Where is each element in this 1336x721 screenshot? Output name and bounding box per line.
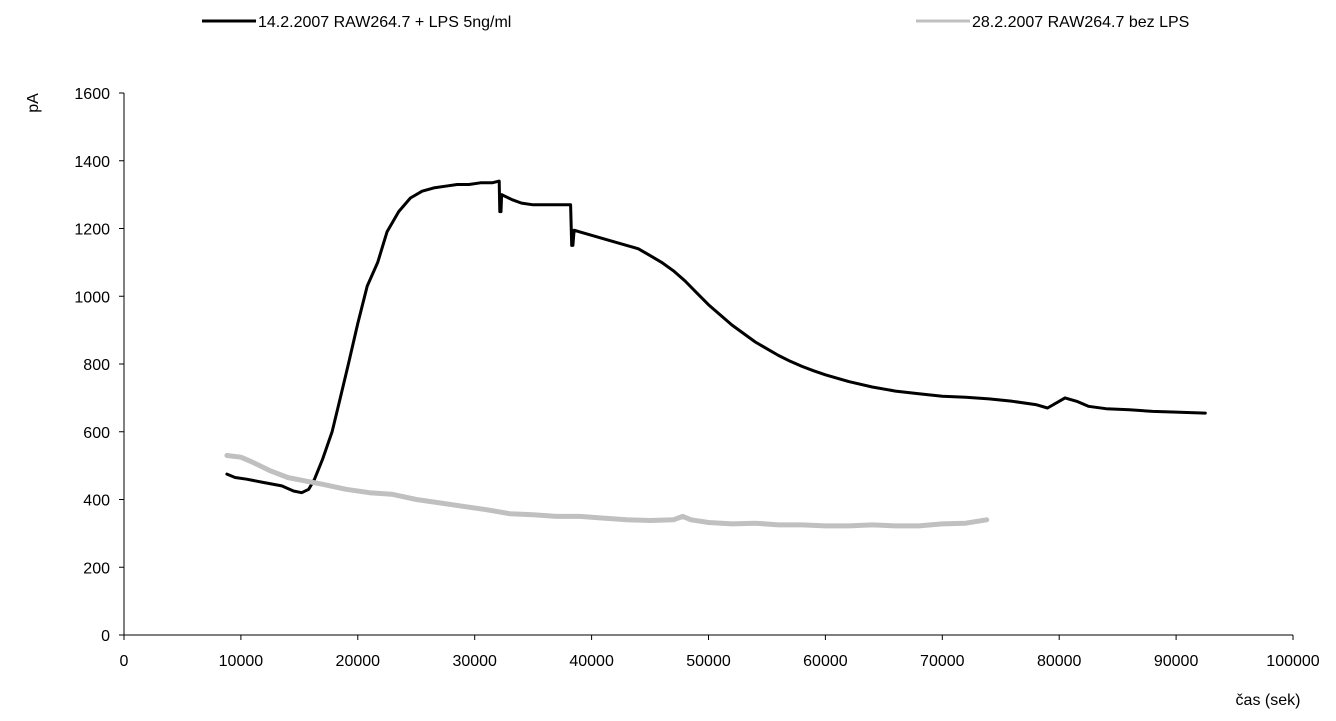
series-layer bbox=[224, 179, 1207, 529]
x-tick-label: 10000 bbox=[219, 653, 264, 670]
y-tick-label: 1600 bbox=[74, 86, 110, 103]
y-tick-label: 1000 bbox=[74, 289, 110, 306]
x-tick-label: 20000 bbox=[336, 653, 381, 670]
x-tick-label: 80000 bbox=[1037, 653, 1082, 670]
x-tick-label: 30000 bbox=[452, 653, 497, 670]
legend-label-lps: 14.2.2007 RAW264.7 + LPS 5ng/ml bbox=[258, 14, 511, 31]
series-line-0 bbox=[225, 179, 1207, 495]
x-tick-label: 50000 bbox=[686, 653, 731, 670]
y-tick-label: 600 bbox=[83, 425, 110, 442]
axes bbox=[123, 93, 1293, 636]
x-axis-title: čas (sek) bbox=[1236, 692, 1301, 709]
y-tick-label: 1400 bbox=[74, 154, 110, 171]
y-tick-label: 400 bbox=[83, 493, 110, 510]
x-tick-label: 60000 bbox=[803, 653, 848, 670]
x-ticks: 0 10000 20000 30000 40000 50000 60000 70000 8000… bbox=[120, 635, 1320, 670]
x-tick-label: 100000 bbox=[1266, 653, 1319, 670]
y-tick-label: 1200 bbox=[74, 222, 110, 239]
legend-label-bez-lps: 28.2.2007 RAW264.7 bez LPS bbox=[972, 14, 1189, 31]
legend: 14.2.2007 RAW264.7 + LPS 5ng/ml 28.2.200… bbox=[202, 14, 1189, 31]
y-axis-title: pA bbox=[25, 93, 42, 113]
series-line-1 bbox=[224, 453, 990, 529]
y-ticks: 0 200 400 600 800 1000 1200 1400 1600 bbox=[74, 86, 124, 645]
x-tick-label: 90000 bbox=[1154, 653, 1199, 670]
x-tick-label: 40000 bbox=[569, 653, 614, 670]
y-tick-label: 800 bbox=[83, 357, 110, 374]
y-tick-label: 200 bbox=[83, 560, 110, 577]
x-tick-label: 70000 bbox=[920, 653, 965, 670]
x-tick-label: 0 bbox=[120, 653, 129, 670]
y-tick-label: 0 bbox=[101, 628, 110, 645]
